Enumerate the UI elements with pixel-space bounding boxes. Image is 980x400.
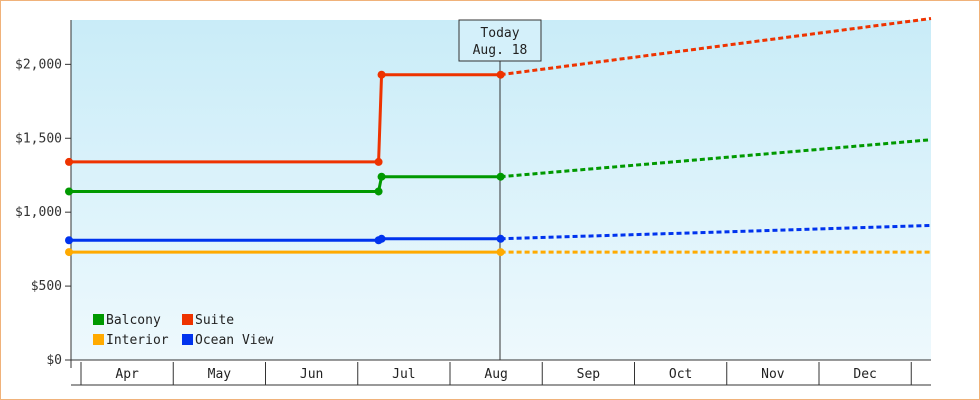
x-tick-label: Nov xyxy=(761,367,785,382)
x-axis: Apr May Jun Jul Aug Sep Oct Nov Dec xyxy=(71,359,931,386)
legend-label-suite: Suite xyxy=(195,313,234,328)
series-interior-point[interactable] xyxy=(496,248,505,257)
series-ocean-view-point[interactable] xyxy=(65,236,73,245)
series-ocean-view-point[interactable] xyxy=(377,234,386,243)
y-tick-label: $1,000 xyxy=(15,205,62,220)
series-suite-point[interactable] xyxy=(377,70,386,79)
series-ocean-view-line xyxy=(69,237,501,242)
x-tick-label: Jun xyxy=(300,367,323,382)
series-suite-point[interactable] xyxy=(65,157,73,166)
legend-label-ocean-view: Ocean View xyxy=(195,333,273,348)
y-tick-label: $2,000 xyxy=(15,57,62,72)
legend: Balcony Suite Interior Ocean View xyxy=(93,313,273,348)
series-balcony-point[interactable] xyxy=(374,187,383,196)
legend-label-interior: Interior xyxy=(106,333,169,348)
legend-label-balcony: Balcony xyxy=(106,313,161,328)
series-interior xyxy=(65,248,931,257)
x-tick-label: Oct xyxy=(669,367,692,382)
series-ocean-view xyxy=(65,223,932,245)
today-date: Aug. 18 xyxy=(473,43,528,58)
series-ocean-view-point[interactable] xyxy=(496,234,505,243)
y-tick-label: $0 xyxy=(46,353,62,368)
series-layer xyxy=(65,17,932,257)
legend-swatch-suite xyxy=(182,314,193,325)
y-tick-label: $500 xyxy=(31,279,62,294)
x-tick-label: Apr xyxy=(115,367,139,382)
today-label: Today xyxy=(480,26,519,41)
x-tick-label: Aug xyxy=(484,367,507,382)
y-tick-label: $1,500 xyxy=(15,131,62,146)
series-suite-line xyxy=(69,73,501,164)
series-balcony-point[interactable] xyxy=(377,172,386,181)
x-tick-label: Jul xyxy=(392,367,415,382)
series-balcony-line xyxy=(69,175,501,193)
series-suite-point[interactable] xyxy=(496,70,505,79)
today-marker: Today Aug. 18 xyxy=(458,19,542,360)
today-box xyxy=(458,19,542,62)
series-balcony-point[interactable] xyxy=(496,172,505,181)
x-tick-label: May xyxy=(208,367,232,382)
series-suite xyxy=(65,17,932,166)
legend-swatch-ocean-view xyxy=(182,334,193,345)
series-suite-point[interactable] xyxy=(374,157,383,166)
legend-swatch-balcony xyxy=(93,314,104,325)
series-balcony-point[interactable] xyxy=(65,187,73,196)
series-interior-point[interactable] xyxy=(65,248,73,257)
legend-swatch-interior xyxy=(93,334,104,345)
series-suite-projection xyxy=(500,17,932,77)
series-balcony xyxy=(65,138,932,196)
x-tick-label: Dec xyxy=(853,367,876,382)
x-tick-label: Sep xyxy=(577,367,601,382)
y-axis: $0 $500 $1,000 $1,500 $2,000 xyxy=(15,20,72,368)
